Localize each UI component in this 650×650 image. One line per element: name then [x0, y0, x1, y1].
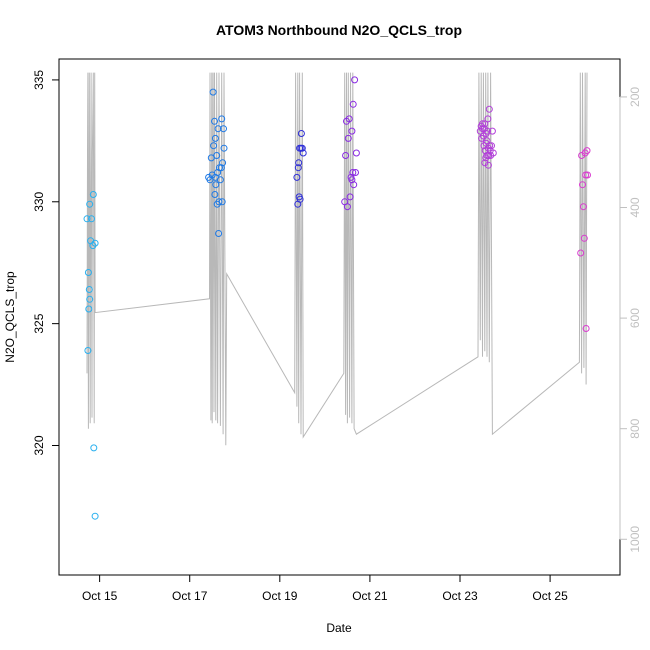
- data-point: [343, 203, 351, 211]
- data-point: [210, 142, 218, 150]
- data-point: [488, 127, 496, 135]
- x-tick-label: Oct 19: [262, 589, 298, 603]
- data-point: [209, 88, 217, 96]
- data-point: [86, 200, 94, 208]
- y2-tick-label: 400: [628, 197, 642, 217]
- data-point: [479, 120, 486, 128]
- data-point: [484, 161, 492, 169]
- x-tick-label: Oct 15: [82, 589, 118, 603]
- y-axis-right: 200 400 600 800 1000: [619, 87, 642, 553]
- data-point: [90, 444, 98, 452]
- pressure-line-layer: [86, 72, 588, 446]
- x-tick-label: Oct 25: [532, 589, 568, 603]
- data-point: [89, 242, 97, 250]
- data-point: [215, 230, 223, 237]
- data-point: [298, 144, 306, 152]
- data-point: [352, 169, 359, 176]
- data-point: [211, 134, 219, 142]
- y2-tick-label: 200: [628, 87, 642, 107]
- data-point: [481, 159, 489, 167]
- data-point: [85, 305, 93, 313]
- y-tick-label: 325: [32, 313, 46, 333]
- data-point: [214, 125, 222, 133]
- data-point: [215, 198, 223, 206]
- data-point: [88, 215, 95, 223]
- data-point: [296, 195, 304, 203]
- y-tick-label: 335: [32, 70, 46, 90]
- data-point: [83, 215, 91, 223]
- data-point: [216, 176, 224, 184]
- plot-frame: [58, 58, 621, 576]
- data-point: [219, 159, 227, 167]
- data-point: [484, 115, 492, 123]
- data-point: [295, 159, 303, 167]
- data-point: [91, 512, 99, 520]
- chart-title: ATOM3 Northbound N2O_QCLS_trop: [216, 22, 462, 38]
- data-point: [577, 249, 585, 257]
- data-point: [213, 152, 221, 159]
- x-axis: Oct 15 Oct 17 Oct 19 Oct 21 Oct 23 Oct 25: [82, 574, 568, 603]
- y-tick-label: 320: [32, 435, 46, 455]
- y2-tick-label: 600: [628, 308, 642, 328]
- x-tick-label: Oct 21: [352, 589, 388, 603]
- data-point: [218, 198, 226, 206]
- data-point: [85, 286, 93, 293]
- data-point: [218, 115, 226, 123]
- data-point: [214, 169, 222, 176]
- data-point: [582, 325, 590, 332]
- data-point: [346, 193, 354, 201]
- data-point: [351, 76, 359, 84]
- data-point: [217, 164, 225, 172]
- data-point: [349, 169, 357, 176]
- data-point: [482, 130, 490, 137]
- data-point: [220, 125, 227, 133]
- data-point: [342, 152, 350, 159]
- x-tick-label: Oct 23: [442, 589, 478, 603]
- data-point: [297, 130, 305, 137]
- y2-tick-label: 800: [628, 418, 642, 438]
- data-points-layer: [83, 76, 591, 520]
- data-point: [489, 149, 497, 157]
- data-point: [488, 142, 495, 150]
- data-point: [579, 203, 587, 211]
- x-axis-label: Date: [326, 621, 352, 635]
- data-point: [483, 137, 491, 145]
- data-point: [91, 239, 99, 247]
- y-axis-left: 320 325 330 335: [32, 70, 60, 456]
- data-point: [348, 127, 356, 135]
- data-point: [352, 149, 360, 157]
- data-point: [212, 181, 220, 189]
- data-point: [344, 134, 352, 142]
- data-point: [348, 176, 356, 184]
- data-point: [583, 147, 591, 155]
- data-point: [345, 115, 353, 123]
- data-point: [293, 173, 301, 181]
- y-tick-label: 330: [32, 191, 46, 211]
- data-point: [481, 120, 489, 128]
- data-point: [580, 234, 588, 242]
- data-point: [84, 269, 92, 276]
- data-point: [211, 191, 219, 198]
- data-point: [579, 181, 586, 189]
- pressure-series-line: [86, 72, 588, 446]
- data-point: [349, 100, 357, 108]
- y2-tick-label: 1000: [628, 526, 642, 553]
- y-axis-label: N2O_QCLS_trop: [3, 271, 17, 363]
- data-point: [84, 347, 92, 354]
- data-point: [485, 105, 493, 113]
- x-tick-label: Oct 17: [172, 589, 208, 603]
- data-point: [211, 117, 218, 125]
- data-point: [584, 171, 591, 179]
- data-point: [220, 144, 228, 152]
- data-point: [299, 149, 307, 157]
- data-point: [294, 164, 302, 172]
- data-point: [89, 191, 97, 198]
- data-point: [86, 295, 94, 303]
- data-point: [350, 181, 358, 189]
